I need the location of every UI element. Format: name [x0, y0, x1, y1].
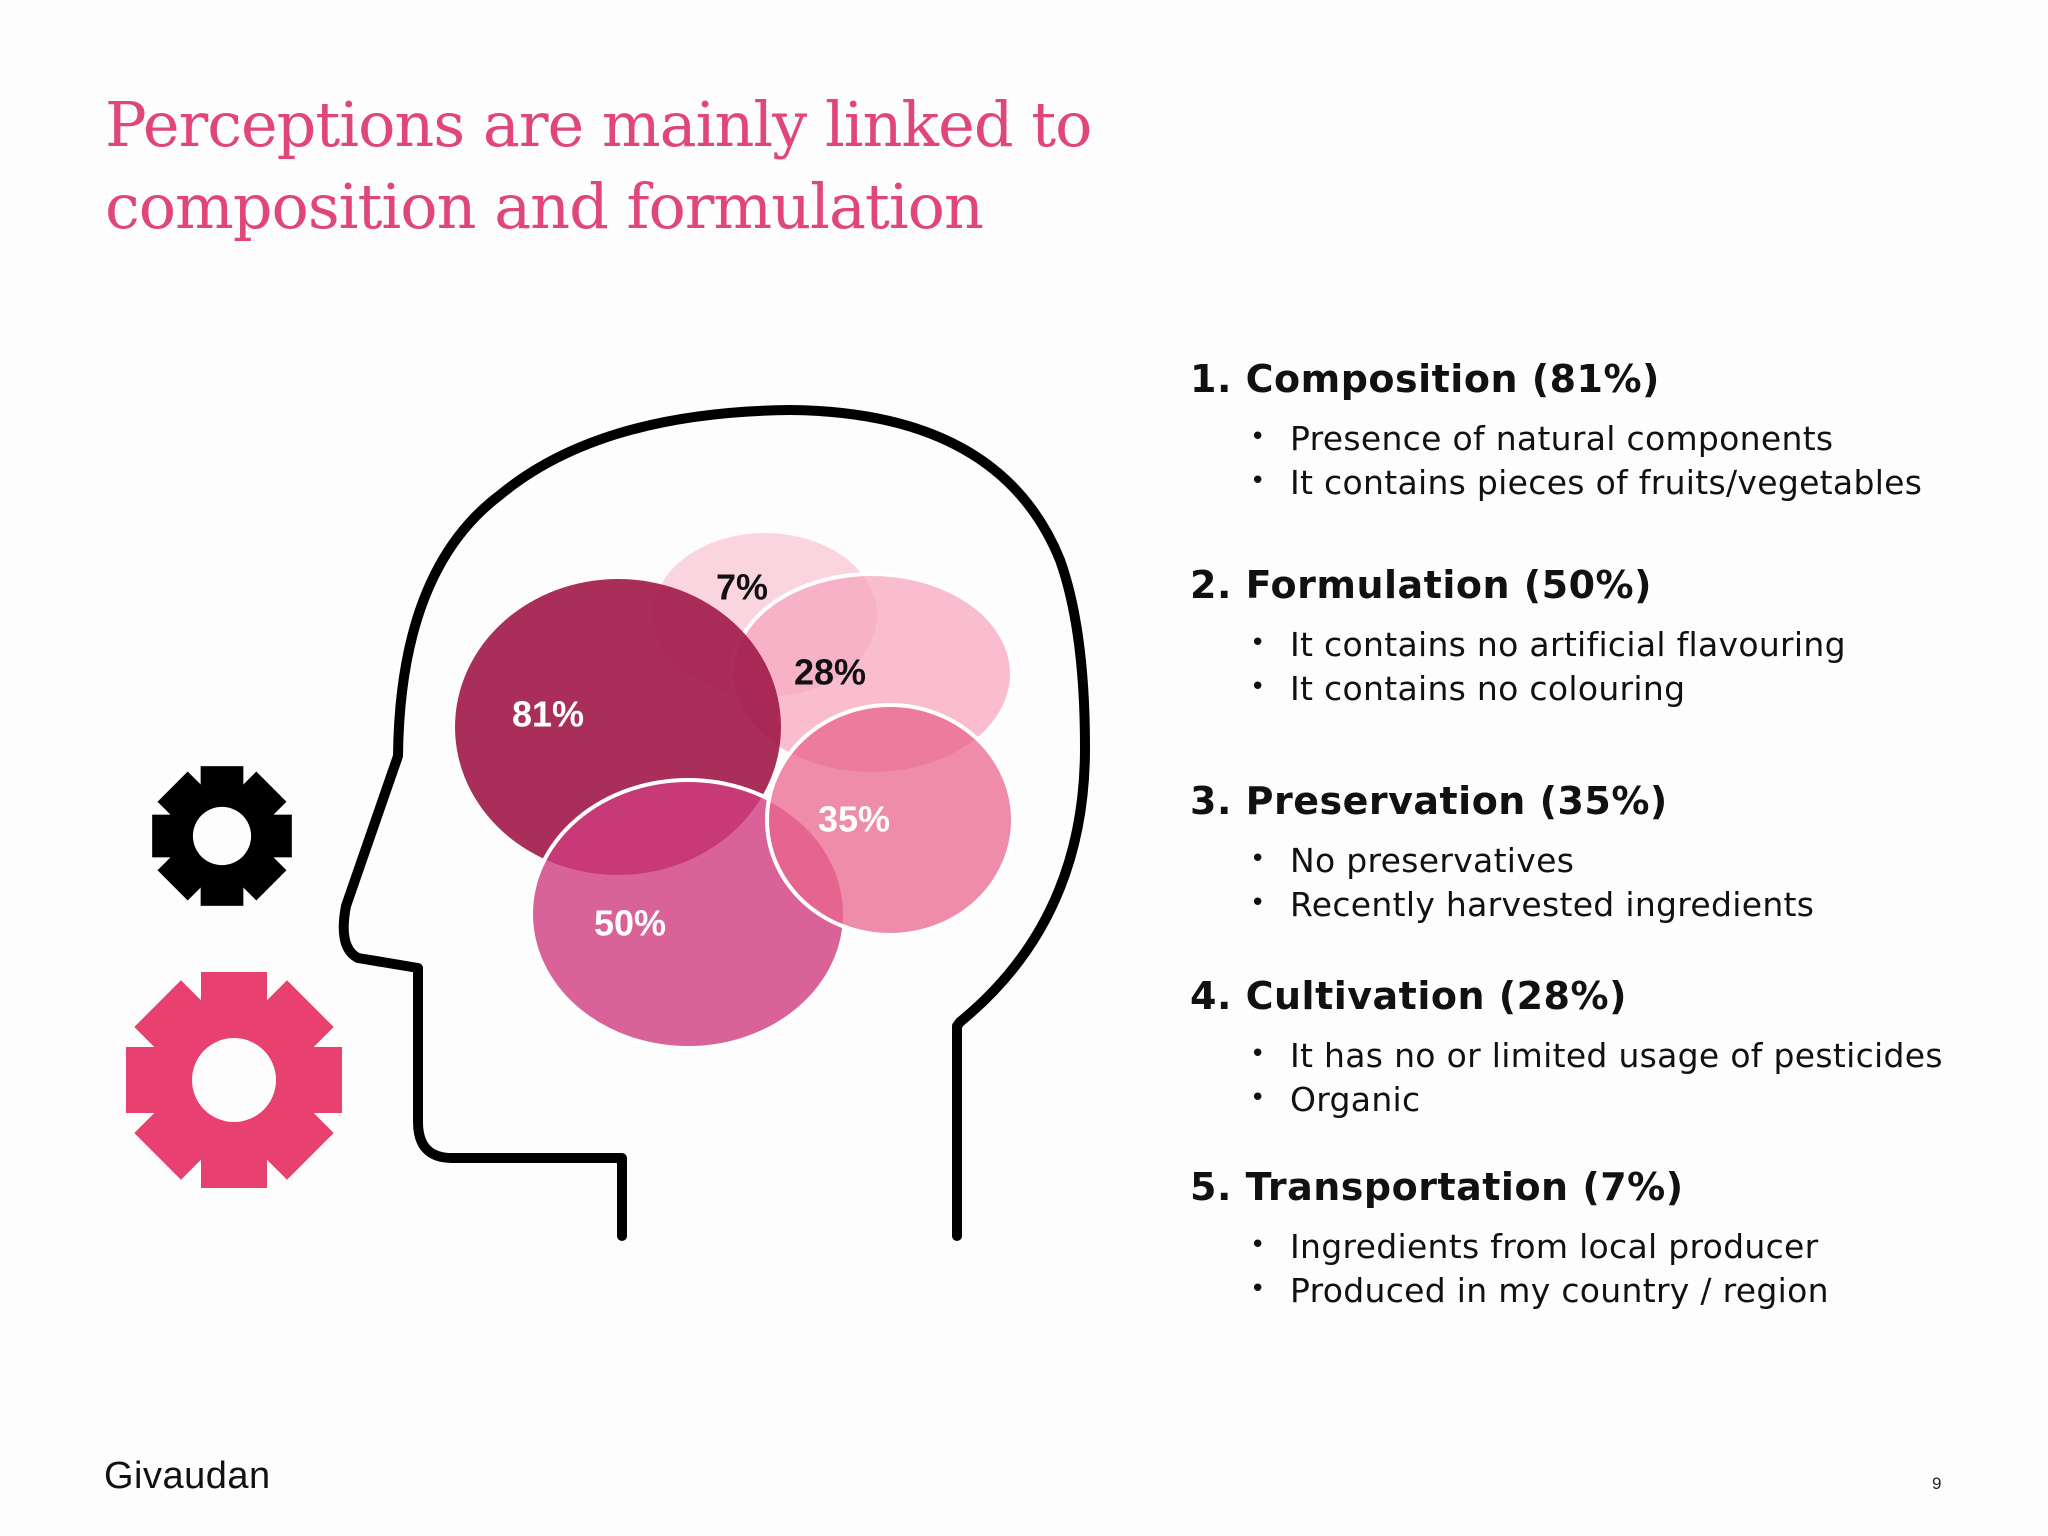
factor-cultivation: 4. Cultivation (28%) It has no or limite… [1190, 972, 2010, 1122]
factor-heading: 2. Formulation (50%) [1190, 563, 1652, 607]
factor-heading: 5. Transportation (7%) [1190, 1165, 1684, 1209]
factor-composition: 1. Composition (81%) Presence of natural… [1190, 355, 2010, 505]
factor-bullet: It contains no artificial flavouring [1190, 621, 2010, 667]
page-title: Perceptions are mainly linked to composi… [105, 84, 1205, 248]
snowflake-black-icon [152, 766, 292, 906]
title-line-1: Perceptions are mainly linked to [105, 88, 1092, 161]
perception-head-diagram: 7% 28% 81% 50% 35% [126, 405, 1090, 1241]
givaudan-logo: Givaudan [104, 1455, 271, 1497]
factor-bullet: Recently harvested ingredients [1190, 881, 2010, 927]
snowflake-pink-icon [126, 972, 342, 1188]
factor-bullet: No preservatives [1190, 837, 2010, 883]
bubble-label-formulation: 50% [594, 903, 666, 944]
bubble-label-preservation: 35% [818, 799, 890, 840]
factor-heading: 4. Cultivation (28%) [1190, 974, 1627, 1018]
bubble-label-transportation: 7% [716, 567, 768, 608]
factor-bullet: It has no or limited usage of pesticides [1190, 1032, 2010, 1078]
factor-bullet: It contains pieces of fruits/vegetables [1190, 459, 2010, 505]
factor-bullet: It contains no colouring [1190, 665, 2010, 711]
bubble-group: 7% 28% 81% 50% 35% [455, 533, 1015, 1050]
bubble-label-composition: 81% [512, 694, 584, 735]
page-number: 9 [1932, 1474, 1942, 1493]
bubble-preservation [765, 703, 1015, 937]
factor-heading: 1. Composition (81%) [1190, 357, 1660, 401]
title-line-2: composition and formulation [105, 170, 984, 243]
factor-formulation: 2. Formulation (50%) It contains no arti… [1190, 561, 2010, 711]
factor-heading: 3. Preservation (35%) [1190, 779, 1668, 823]
factor-bullet: Organic [1190, 1076, 2010, 1122]
factor-bullet: Presence of natural components [1190, 415, 2010, 461]
factor-bullet: Ingredients from local producer [1190, 1223, 2010, 1269]
head-outline [338, 405, 1090, 1241]
factor-preservation: 3. Preservation (35%) No preservatives R… [1190, 777, 2010, 927]
factor-bullet: Produced in my country / region [1190, 1267, 2010, 1313]
factor-transportation: 5. Transportation (7%) Ingredients from … [1190, 1163, 2010, 1313]
bubble-label-cultivation: 28% [794, 652, 866, 693]
